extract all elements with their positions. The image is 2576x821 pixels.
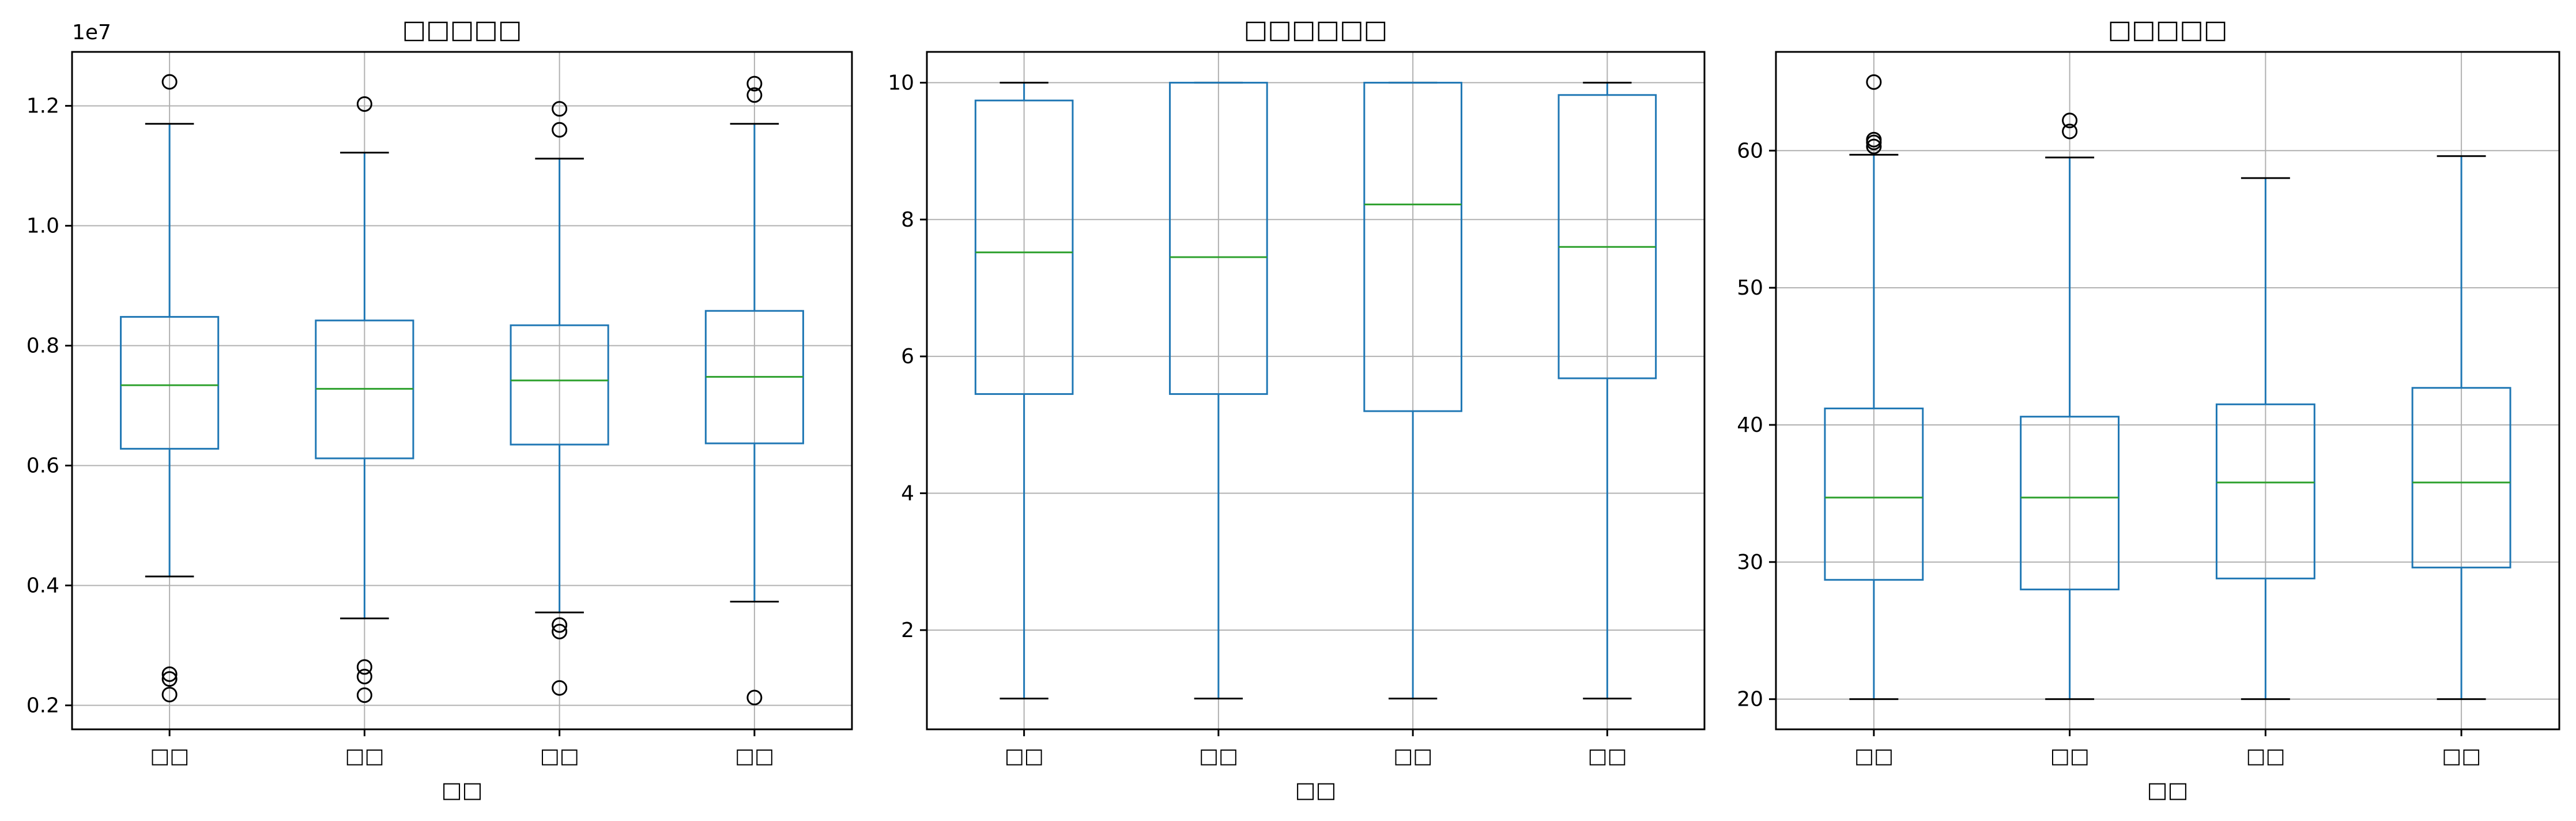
y-tick-label: 0.2 (27, 694, 59, 717)
box-3 (1363, 81, 1462, 700)
outlier-point (552, 122, 568, 138)
box-1 (974, 81, 1074, 700)
y-tick-label: 30 (1737, 551, 1763, 574)
box-4 (2411, 155, 2511, 701)
y-tick-label: 0.6 (27, 454, 59, 477)
x-tick-label: □□ (1005, 744, 1044, 768)
box-body (1824, 407, 1924, 581)
box-body (2020, 416, 2120, 590)
outlier-point (1866, 74, 1882, 90)
outlier-point (356, 96, 372, 112)
outlier-point (552, 680, 568, 696)
x-tick-label: □□ (1393, 744, 1432, 768)
box-body (510, 324, 609, 446)
axes-frame (71, 51, 853, 730)
outlier-point (552, 617, 568, 633)
outlier-point (356, 687, 372, 703)
chart-title: □□□□□ (402, 15, 522, 44)
x-tick-label: □□ (1199, 744, 1238, 768)
box-2 (315, 96, 414, 703)
y-tick-label: 20 (1737, 688, 1763, 711)
outlier-point (552, 101, 568, 117)
box-1 (120, 74, 220, 703)
chart-title: □□□□□ (2108, 15, 2228, 44)
y-tick-label: 2 (901, 619, 914, 642)
outlier-point (2062, 112, 2078, 129)
box-body (1363, 81, 1462, 412)
box-3 (2215, 177, 2315, 701)
box-body (1557, 94, 1657, 379)
box-4 (1557, 81, 1657, 700)
axes-frame (926, 51, 1706, 730)
box-4 (704, 76, 804, 706)
y-tick-label: 0.8 (27, 334, 59, 358)
x-axis-label: □□ (442, 777, 483, 803)
y-tick-label: 10 (888, 71, 914, 95)
outlier-point (746, 690, 763, 706)
x-tick-label: □□ (1854, 744, 1894, 768)
outlier-point (1866, 134, 1882, 150)
chart-title: □□□□□□ (1244, 15, 1387, 44)
outlier-point (2062, 123, 2078, 140)
axes-frame (1775, 51, 2560, 730)
box-body (120, 316, 220, 450)
chart-panel-1: 0.20.40.60.81.01.2□□ □□ □□ □□□□□□□□□1e7 (27, 15, 853, 803)
outlier-point (356, 659, 372, 675)
outlier-point (746, 76, 763, 92)
y-tick-label: 40 (1737, 413, 1763, 437)
y-offset-label: 1e7 (72, 21, 111, 44)
y-tick-label: 60 (1737, 139, 1763, 163)
y-tick-label: 8 (901, 208, 914, 232)
x-tick-label: □□ (345, 744, 384, 768)
outlier-point (1866, 138, 1882, 155)
outlier-point (161, 671, 178, 687)
outlier-point (746, 87, 763, 103)
box-body (974, 99, 1074, 395)
box-1 (1824, 74, 1924, 701)
y-tick-label: 0.4 (27, 574, 59, 597)
box-body (2411, 387, 2511, 568)
box-body (1169, 81, 1268, 395)
x-axis-label: □□ (2147, 777, 2189, 803)
y-tick-label: 50 (1737, 276, 1763, 300)
outlier-point (161, 74, 178, 90)
x-tick-label: □□ (2050, 744, 2090, 768)
outlier-point (161, 687, 178, 703)
x-tick-label: □□ (2246, 744, 2285, 768)
box-2 (1169, 81, 1268, 700)
x-tick-label: □□ (150, 744, 189, 768)
y-tick-label: 1.2 (27, 95, 59, 118)
y-tick-label: 1.0 (27, 214, 59, 238)
outlier-point (161, 666, 178, 682)
x-axis-label: □□ (1295, 777, 1337, 803)
x-tick-label: □□ (1587, 744, 1627, 768)
outlier-point (356, 668, 372, 684)
box-2 (2020, 112, 2120, 701)
outlier-point (552, 624, 568, 640)
box-3 (510, 101, 609, 696)
y-tick-label: 6 (901, 345, 914, 368)
box-body (2215, 403, 2315, 579)
x-tick-label: □□ (540, 744, 579, 768)
x-tick-label: □□ (735, 744, 774, 768)
y-tick-label: 4 (901, 482, 914, 506)
x-tick-label: □□ (2442, 744, 2481, 768)
